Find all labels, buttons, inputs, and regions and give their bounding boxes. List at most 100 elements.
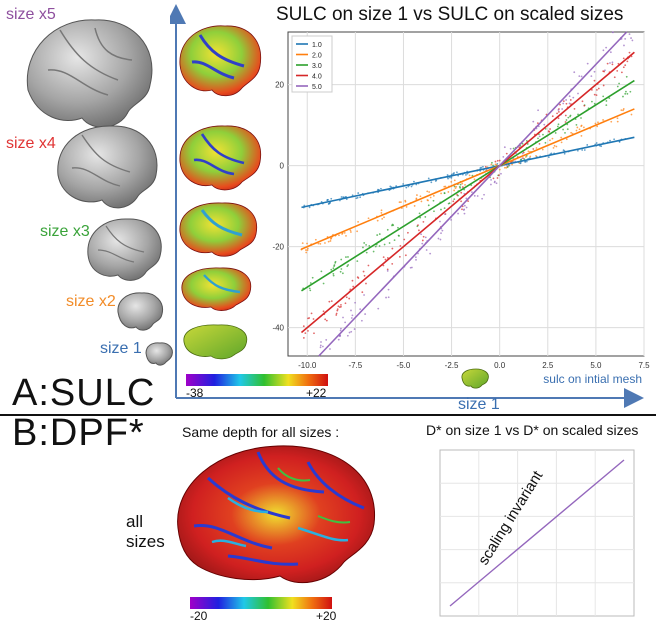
chart-a-point: [629, 90, 632, 93]
chart-a-point: [424, 216, 427, 218]
brain-grey-x3: [87, 218, 162, 281]
dpf-colorbar-max: +20: [316, 609, 337, 623]
chart-a-point: [518, 162, 521, 164]
chart-a-point: [329, 201, 332, 204]
chart-a-point: [562, 102, 565, 105]
chart-a-point: [353, 328, 356, 330]
chart-a-point: [359, 196, 362, 199]
chart-a-point: [368, 244, 371, 247]
chart-a-point: [405, 206, 408, 208]
chart-a-point: [556, 125, 559, 128]
chart-a-point: [301, 242, 304, 245]
chart-a-point: [526, 143, 529, 145]
chart-a-point: [611, 31, 614, 34]
chart-a-point: [313, 332, 315, 335]
chart-a-point: [407, 231, 409, 234]
chart-a-point: [429, 196, 432, 199]
chart-a-legend: 1.0 2.0 3.0 4.0 5.0: [291, 35, 333, 93]
sulc-colorbar-min: -38: [186, 386, 204, 400]
chart-a-point: [542, 133, 544, 136]
chart-a-point: [376, 219, 379, 222]
chart-a-point: [332, 267, 335, 270]
chart-a-point: [568, 102, 571, 105]
chart-a-point: [443, 192, 446, 194]
chart-a-point: [413, 205, 416, 207]
chart-a-point: [505, 152, 508, 155]
chart-a-point: [578, 75, 581, 77]
chart-a-point: [377, 307, 380, 310]
chart-a-point: [625, 90, 627, 93]
chart-a-point: [523, 158, 526, 160]
chart-a-point: [365, 243, 367, 246]
label-size-x5: size x5: [6, 6, 56, 23]
chart-a-point: [557, 109, 560, 111]
chart-a-point: [350, 330, 353, 333]
chart-a-point: [416, 194, 418, 196]
chart-a-point: [440, 232, 442, 235]
chart-a-point: [525, 154, 528, 157]
chart-a-point: [581, 100, 584, 103]
chart-a-point: [586, 144, 589, 146]
chart-a-point: [422, 235, 425, 238]
dpf-colorbar-min: -20: [190, 609, 208, 623]
chart-a-point: [502, 155, 505, 158]
chart-a-point: [325, 339, 328, 341]
chart-a-point: [374, 245, 377, 248]
chart-a-point: [586, 62, 589, 65]
chart-a-point: [610, 120, 613, 123]
chart-a-point: [386, 228, 389, 231]
chart-a-point: [537, 109, 539, 112]
chart-a-point: [348, 297, 351, 300]
chart-a-point: [563, 152, 566, 155]
chart-a-point: [576, 126, 579, 129]
chart-a-point: [462, 209, 465, 211]
brain-sulc-size1: [183, 324, 248, 360]
brain-sulc-x5: [179, 25, 262, 97]
chart-a-legend-label: 1.0: [312, 42, 322, 49]
chart-a-point: [322, 282, 325, 285]
chart-a-point: [330, 197, 333, 200]
chart-a-point: [593, 70, 596, 73]
chart-a-point: [450, 219, 452, 221]
chart-a-point: [383, 216, 385, 219]
chart-a-point: [512, 147, 515, 150]
chart-a-point: [465, 197, 468, 200]
chart-a-point: [543, 123, 546, 126]
chart-a-point: [302, 337, 305, 339]
chart-a-point: [611, 63, 614, 66]
chart-a-point: [357, 220, 359, 223]
chart-a-point: [385, 296, 387, 299]
chart-a-point: [417, 224, 419, 227]
chart-a-point: [557, 123, 560, 126]
chart-a-point: [581, 149, 584, 151]
chart-a-point: [606, 62, 609, 65]
chart-a-point: [311, 276, 314, 279]
chart-a-point: [461, 186, 464, 188]
chart-a-point: [608, 97, 611, 100]
chart-a-point: [564, 131, 566, 134]
chart-a-point: [360, 319, 363, 322]
chart-a-point: [325, 319, 328, 322]
chart-a-point: [383, 243, 386, 246]
chart-a-point: [577, 92, 579, 95]
chart-a-point: [405, 186, 408, 189]
chart-a-point: [356, 230, 359, 233]
chart-a-point: [525, 139, 528, 142]
chart-a-point: [395, 185, 398, 187]
brain-dpf-large: [177, 445, 376, 584]
chart-a-point: [399, 244, 402, 247]
chart-b-line: [449, 459, 625, 607]
chart-a-point: [343, 231, 346, 234]
chart-a-point: [565, 119, 568, 121]
chart-a-point: [453, 198, 456, 201]
chart-a-point: [349, 229, 352, 232]
chart-a-point: [447, 191, 450, 193]
chart-a-point: [320, 341, 322, 343]
chart-a-point: [308, 287, 311, 290]
chart-a-xtick-label: -2.5: [445, 361, 459, 370]
panel-a-label: A:SULC: [12, 372, 156, 414]
chart-a-xtick-label: 2.5: [542, 361, 554, 370]
chart-a-point: [576, 149, 579, 152]
chart-a-point: [319, 346, 322, 349]
chart-a-point: [594, 122, 597, 125]
